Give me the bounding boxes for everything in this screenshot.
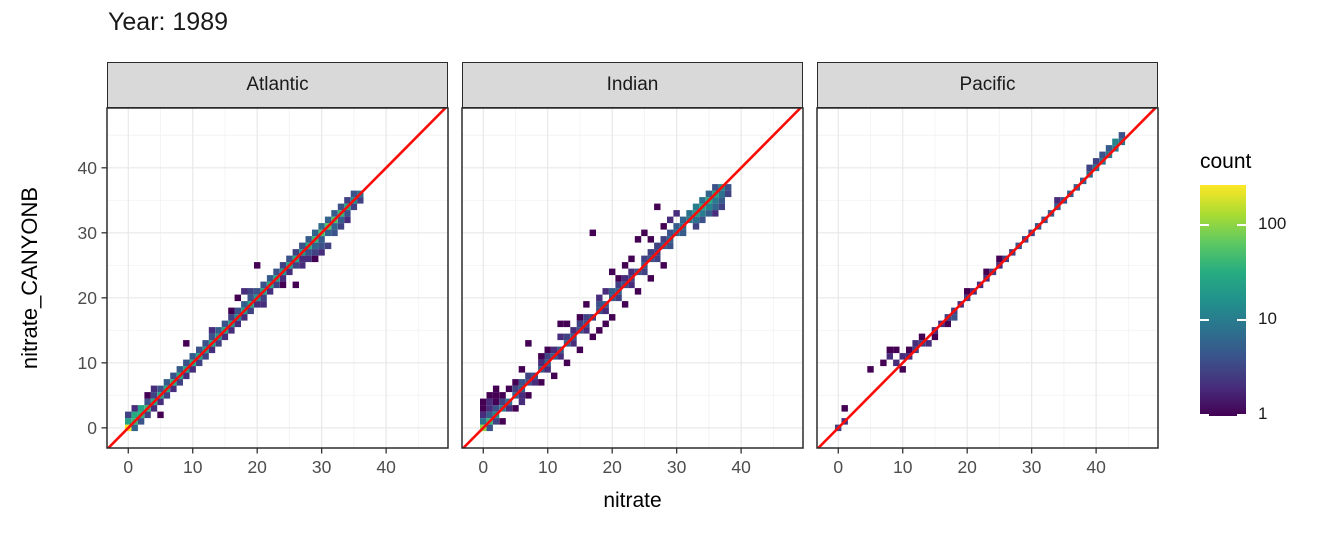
legend-colorbar-tick [1237, 224, 1246, 227]
facet-panel-atlantic: 0 10 20 30 40 0 10 20 30 40 [78, 107, 449, 477]
plot-title: Year: 1989 [108, 8, 229, 36]
svg-text:20: 20 [78, 288, 98, 308]
legend-title: count [1200, 150, 1252, 173]
legend-colorbar [1200, 185, 1246, 416]
legend-tick-label-10: 10 [1258, 309, 1277, 329]
legend-colorbar-tick [1237, 319, 1246, 322]
facet-strip-pacific: Pacific [817, 62, 1158, 108]
facet-panel-indian: 0 10 20 30 40 [461, 107, 804, 477]
legend-colorbar-tick [1200, 224, 1209, 227]
svg-text:20: 20 [247, 457, 267, 477]
svg-text:0: 0 [123, 457, 133, 477]
facet-strip-label: Pacific [959, 74, 1016, 95]
facet-strip-label: Atlantic [246, 74, 309, 95]
legend-colorbar-tick [1200, 413, 1209, 416]
svg-text:10: 10 [893, 457, 913, 477]
x-axis-title: nitrate [603, 489, 662, 512]
svg-text:10: 10 [538, 457, 558, 477]
svg-text:0: 0 [833, 457, 843, 477]
svg-text:30: 30 [312, 457, 332, 477]
svg-text:10: 10 [183, 457, 203, 477]
facet-strip-label: Indian [606, 74, 659, 95]
legend-tick-label-100: 100 [1258, 214, 1287, 234]
svg-text:40: 40 [78, 158, 98, 178]
legend-count: count 100 10 1 [1200, 150, 1344, 422]
svg-text:10: 10 [78, 353, 98, 373]
legend-colorbar-tick [1237, 413, 1246, 416]
svg-text:20: 20 [957, 457, 977, 477]
facet-panel-pacific: 0 10 20 30 40 [816, 107, 1159, 477]
legend-tick-label-1: 1 [1258, 403, 1268, 423]
facet-strip-atlantic: Atlantic [107, 62, 448, 108]
svg-text:30: 30 [1022, 457, 1042, 477]
svg-text:0: 0 [478, 457, 488, 477]
svg-text:40: 40 [1086, 457, 1106, 477]
svg-text:30: 30 [78, 223, 98, 243]
svg-text:40: 40 [731, 457, 751, 477]
svg-text:30: 30 [667, 457, 687, 477]
y-axis-title: nitrate_CANYONB [17, 186, 42, 370]
facet-strip-indian: Indian [462, 62, 803, 108]
svg-text:0: 0 [87, 418, 97, 438]
svg-text:20: 20 [602, 457, 622, 477]
svg-text:40: 40 [376, 457, 396, 477]
legend-colorbar-tick [1200, 319, 1209, 322]
